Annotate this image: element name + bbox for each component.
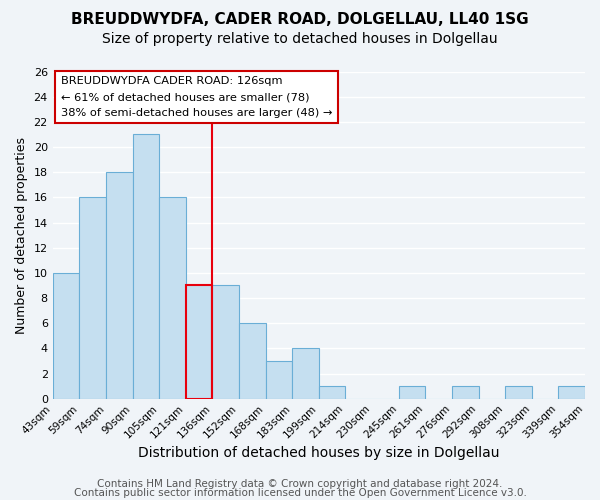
Bar — [266, 361, 292, 399]
Bar — [559, 386, 585, 398]
Text: Contains public sector information licensed under the Open Government Licence v3: Contains public sector information licen… — [74, 488, 526, 498]
X-axis label: Distribution of detached houses by size in Dolgellau: Distribution of detached houses by size … — [138, 446, 500, 460]
Bar — [292, 348, 319, 399]
Bar — [212, 286, 239, 399]
Bar — [133, 134, 159, 398]
Bar — [319, 386, 346, 398]
Bar — [159, 198, 186, 398]
Bar — [106, 172, 133, 398]
Bar — [79, 198, 106, 398]
Bar — [398, 386, 425, 398]
Bar — [186, 286, 212, 399]
Bar — [452, 386, 479, 398]
Bar — [239, 323, 266, 398]
Text: BREUDDWYDFA CADER ROAD: 126sqm
← 61% of detached houses are smaller (78)
38% of : BREUDDWYDFA CADER ROAD: 126sqm ← 61% of … — [61, 76, 332, 118]
Text: Contains HM Land Registry data © Crown copyright and database right 2024.: Contains HM Land Registry data © Crown c… — [97, 479, 503, 489]
Text: Size of property relative to detached houses in Dolgellau: Size of property relative to detached ho… — [102, 32, 498, 46]
Bar — [53, 273, 79, 398]
Bar — [505, 386, 532, 398]
Text: BREUDDWYDFA, CADER ROAD, DOLGELLAU, LL40 1SG: BREUDDWYDFA, CADER ROAD, DOLGELLAU, LL40… — [71, 12, 529, 28]
Y-axis label: Number of detached properties: Number of detached properties — [15, 136, 28, 334]
